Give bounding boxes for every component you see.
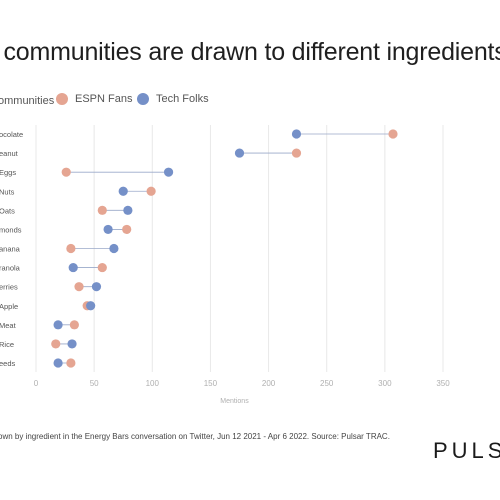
tech-folks-dot: [103, 224, 113, 235]
x-tick-label: 50: [90, 379, 99, 388]
category-label: erries: [0, 283, 18, 292]
x-tick-label: 300: [378, 379, 392, 388]
espn-fans-dot: [51, 339, 61, 349]
espn-fans-dot: [146, 186, 156, 196]
espn-fans-dot: [66, 358, 76, 368]
category-label: ocolate: [0, 130, 23, 139]
tech-folks-dot: [163, 167, 174, 177]
tech-folks-dot: [109, 243, 119, 254]
chart-title: t communities are drawn to different ing…: [0, 38, 500, 66]
legend-espn-label: ESPN Fans: [75, 93, 133, 105]
x-tick-label: 150: [204, 379, 218, 388]
x-tick-label: 350: [436, 379, 450, 388]
dot-plot: 0 50 100 150 200 250 300 350 Mentions ocolate eanu…: [0, 125, 450, 405]
source-note: own by ingredient in the Energy Bars con…: [0, 432, 390, 441]
espn-fans-dot: [61, 167, 71, 177]
category-label: eanut: [0, 149, 19, 158]
tech-folks-dot: [234, 148, 245, 158]
tech-folks-dot: [118, 186, 128, 196]
category-label: ranola: [0, 264, 21, 273]
category-label: eeds: [0, 359, 16, 368]
legend-title: ommunities: [0, 95, 55, 107]
tech-legend-marker: [137, 93, 149, 105]
brand-logo-text: PULSA: [433, 438, 500, 463]
category-label: anana: [0, 245, 21, 254]
espn-fans-dot: [291, 148, 302, 158]
tech-folks-dot: [53, 358, 63, 368]
x-tick-label: 250: [320, 379, 334, 388]
tech-folks-dot: [68, 262, 78, 273]
category-label: Rice: [0, 340, 14, 349]
espn-fans-dot: [66, 243, 76, 254]
legend-tech-folks: Tech Folks: [137, 93, 209, 105]
espn-fans-dot: [122, 224, 132, 235]
category-label: Nuts: [0, 187, 15, 196]
category-label: Meat: [0, 321, 17, 330]
tech-folks-dot: [123, 205, 133, 215]
x-axis-label: Mentions: [220, 398, 249, 405]
legend-tech-label: Tech Folks: [156, 93, 209, 105]
legend-espn-fans: ESPN Fans: [56, 93, 132, 105]
category-label: Oats: [0, 206, 15, 215]
espn-fans-dot: [74, 282, 84, 292]
espn-legend-marker: [56, 93, 68, 105]
x-tick-label: 100: [146, 379, 160, 388]
x-tick-label: 0: [34, 379, 39, 388]
tech-folks-dot: [86, 301, 96, 311]
x-tick-label: 200: [262, 379, 276, 388]
espn-fans-dot: [69, 320, 79, 330]
espn-fans-dot: [97, 262, 107, 273]
espn-fans-dot: [97, 205, 107, 215]
category-label: monds: [0, 225, 22, 234]
tech-folks-dot: [291, 129, 302, 139]
tech-folks-dot: [53, 320, 63, 330]
tech-folks-dot: [91, 282, 102, 292]
category-label: Eggs: [0, 168, 16, 177]
espn-fans-dot: [388, 129, 398, 139]
tech-folks-dot: [67, 339, 77, 349]
category-label: Apple: [0, 302, 18, 311]
